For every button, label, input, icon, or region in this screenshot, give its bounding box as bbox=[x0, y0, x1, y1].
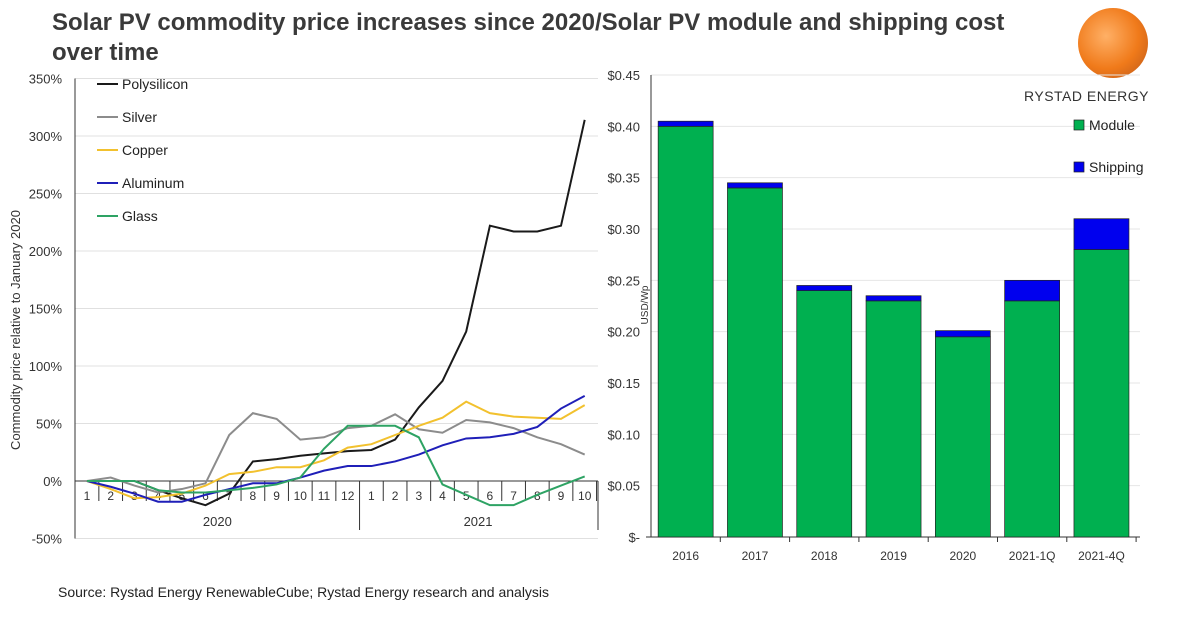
y-tick-label: $0.05 bbox=[607, 479, 640, 494]
y-axis-label: USD/Wp bbox=[640, 285, 651, 324]
legend-label: Glass bbox=[122, 208, 158, 224]
legend-label: Copper bbox=[122, 142, 168, 158]
y-tick-label: $0.35 bbox=[607, 171, 640, 186]
y-tick-label: 350% bbox=[29, 72, 63, 87]
bar-module bbox=[1073, 249, 1130, 538]
x-tick-label: 9 bbox=[558, 489, 565, 503]
y-tick-label: $0.30 bbox=[607, 222, 640, 237]
x-tick-label: 5 bbox=[463, 489, 470, 503]
bar-shipping bbox=[1004, 279, 1061, 302]
y-tick-label: 0% bbox=[43, 474, 62, 489]
figure-title: Solar PV commodity price increases since… bbox=[52, 9, 1005, 66]
bar-module bbox=[727, 187, 783, 538]
bar-module bbox=[934, 336, 991, 538]
y-tick-label: 300% bbox=[29, 129, 63, 144]
legend-swatch bbox=[1073, 119, 1085, 131]
x-tick-label: 7 bbox=[510, 489, 517, 503]
x-tick-label: 2019 bbox=[880, 549, 907, 563]
series-line-polysilicon bbox=[87, 119, 586, 507]
legend-label: Polysilicon bbox=[122, 76, 188, 92]
bar-shipping bbox=[657, 120, 714, 127]
x-tick-label: 12 bbox=[341, 489, 355, 503]
x-tick-label: 8 bbox=[250, 489, 257, 503]
x-tick-label: 1 bbox=[368, 489, 375, 503]
x-group-label: 2020 bbox=[203, 514, 232, 529]
legend-swatch bbox=[1073, 161, 1085, 173]
legend-label: Shipping bbox=[1089, 159, 1144, 175]
bar-shipping bbox=[865, 295, 922, 302]
y-tick-label: $- bbox=[628, 530, 640, 545]
legend-label: Aluminum bbox=[122, 175, 184, 191]
x-tick-label: 3 bbox=[415, 489, 422, 503]
x-tick-label: 4 bbox=[155, 489, 162, 503]
x-tick-label: 2021-1Q bbox=[1009, 549, 1056, 563]
x-tick-label: 1 bbox=[84, 489, 91, 503]
x-tick-label: 2020 bbox=[949, 549, 976, 563]
source-note: Source: Rystad Energy RenewableCube; Rys… bbox=[58, 584, 550, 600]
legend-label: Silver bbox=[122, 109, 157, 125]
series-line-copper bbox=[86, 400, 586, 500]
y-tick-label: $0.45 bbox=[607, 68, 640, 83]
bar-module bbox=[657, 125, 714, 538]
x-tick-label: 3 bbox=[131, 489, 138, 503]
series-line-glass bbox=[87, 424, 586, 507]
x-tick-label: 6 bbox=[202, 489, 209, 503]
y-tick-label: $0.20 bbox=[607, 325, 640, 340]
x-tick-label: 4 bbox=[439, 489, 446, 503]
y-tick-label: $0.15 bbox=[607, 376, 640, 391]
bar-shipping bbox=[727, 182, 783, 189]
x-tick-label: 2017 bbox=[742, 549, 769, 563]
series-line-aluminum bbox=[86, 395, 586, 503]
bar-shipping bbox=[796, 285, 853, 291]
x-tick-label: 2 bbox=[107, 489, 114, 503]
logo-text: RYSTAD ENERGY bbox=[1024, 88, 1150, 104]
y-tick-label: 50% bbox=[36, 417, 62, 432]
x-tick-label: 8 bbox=[534, 489, 541, 503]
x-tick-label: 2016 bbox=[672, 549, 699, 563]
x-tick-label: 2 bbox=[392, 489, 399, 503]
x-tick-label: 10 bbox=[294, 489, 308, 503]
y-tick-label: -50% bbox=[32, 532, 63, 547]
y-tick-label: 200% bbox=[29, 244, 63, 259]
x-tick-label: 2021-4Q bbox=[1078, 549, 1125, 563]
x-tick-label: 10 bbox=[578, 489, 592, 503]
x-tick-label: 11 bbox=[318, 489, 331, 503]
y-tick-label: 250% bbox=[29, 187, 63, 202]
y-tick-label: 150% bbox=[29, 302, 63, 317]
y-axis-label: Commodity price relative to January 2020 bbox=[8, 210, 23, 450]
bar-shipping bbox=[934, 330, 991, 338]
bar-module bbox=[796, 290, 853, 538]
x-tick-label: 5 bbox=[178, 489, 185, 503]
x-tick-label: 6 bbox=[487, 489, 494, 503]
x-group-label: 2021 bbox=[464, 514, 493, 529]
y-tick-label: $0.25 bbox=[607, 273, 640, 288]
bar-shipping bbox=[1073, 218, 1130, 250]
bar-module bbox=[865, 300, 922, 538]
x-tick-label: 2018 bbox=[811, 549, 838, 563]
legend-label: Module bbox=[1089, 117, 1135, 133]
x-tick-label: 9 bbox=[273, 489, 280, 503]
x-tick-label: 7 bbox=[226, 489, 233, 503]
bar-module bbox=[1004, 300, 1061, 538]
y-tick-label: 100% bbox=[29, 359, 63, 374]
rystad-logo-icon bbox=[1078, 8, 1148, 78]
y-tick-label: $0.10 bbox=[607, 427, 640, 442]
y-tick-label: $0.40 bbox=[607, 119, 640, 134]
